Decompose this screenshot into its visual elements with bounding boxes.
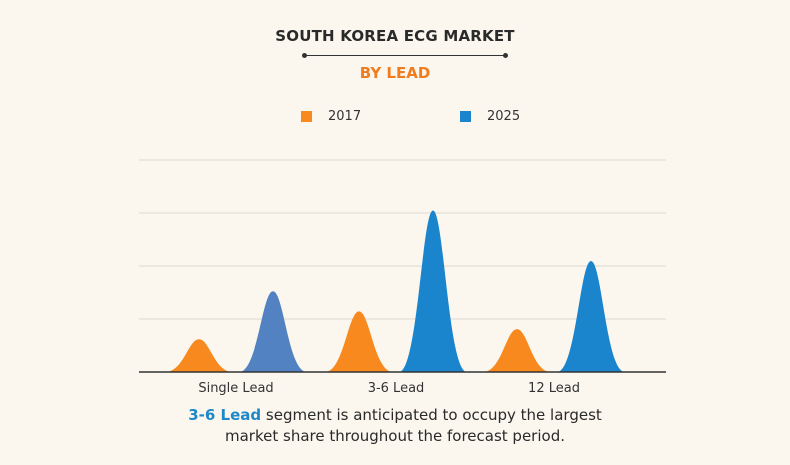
- x-axis-labels: Single Lead 3-6 Lead 12 Lead: [198, 381, 580, 396]
- legend-item-2017: 2017: [301, 108, 361, 124]
- peak-2025-12-lead: [557, 260, 625, 372]
- title-divider: [302, 53, 508, 58]
- chart-subtitle: BY LEAD: [359, 64, 431, 82]
- chart-title: SOUTH KOREA ECG MARKET: [275, 27, 515, 45]
- divider-right-dot: [503, 53, 508, 58]
- peak-2017-single-lead: [165, 339, 233, 372]
- footnote: 3-6 Lead segment is anticipated to occup…: [0, 405, 790, 447]
- footnote-highlight: 3-6 Lead: [188, 406, 262, 424]
- x-tick-label: 12 Lead: [528, 381, 580, 396]
- legend-label-2025: 2025: [487, 108, 521, 124]
- chart-peaks: [165, 210, 625, 372]
- footnote-line2: market share throughout the forecast per…: [225, 427, 565, 445]
- x-tick-label: Single Lead: [198, 381, 273, 396]
- peak-2017-3-6-lead: [325, 311, 393, 372]
- legend-item-2025: 2025: [460, 108, 520, 124]
- divider-left-dot: [302, 53, 307, 58]
- legend-label-2017: 2017: [328, 108, 362, 124]
- legend-swatch-2025: [460, 110, 471, 122]
- footnote-line1: segment is anticipated to occupy the lar…: [261, 406, 602, 424]
- peak-2017-12-lead: [483, 329, 551, 372]
- peak-2025-single-lead: [239, 291, 307, 372]
- peak-2025-3-6-lead: [399, 210, 467, 372]
- legend-swatch-2017: [301, 110, 312, 122]
- x-tick-label: 3-6 Lead: [368, 381, 425, 396]
